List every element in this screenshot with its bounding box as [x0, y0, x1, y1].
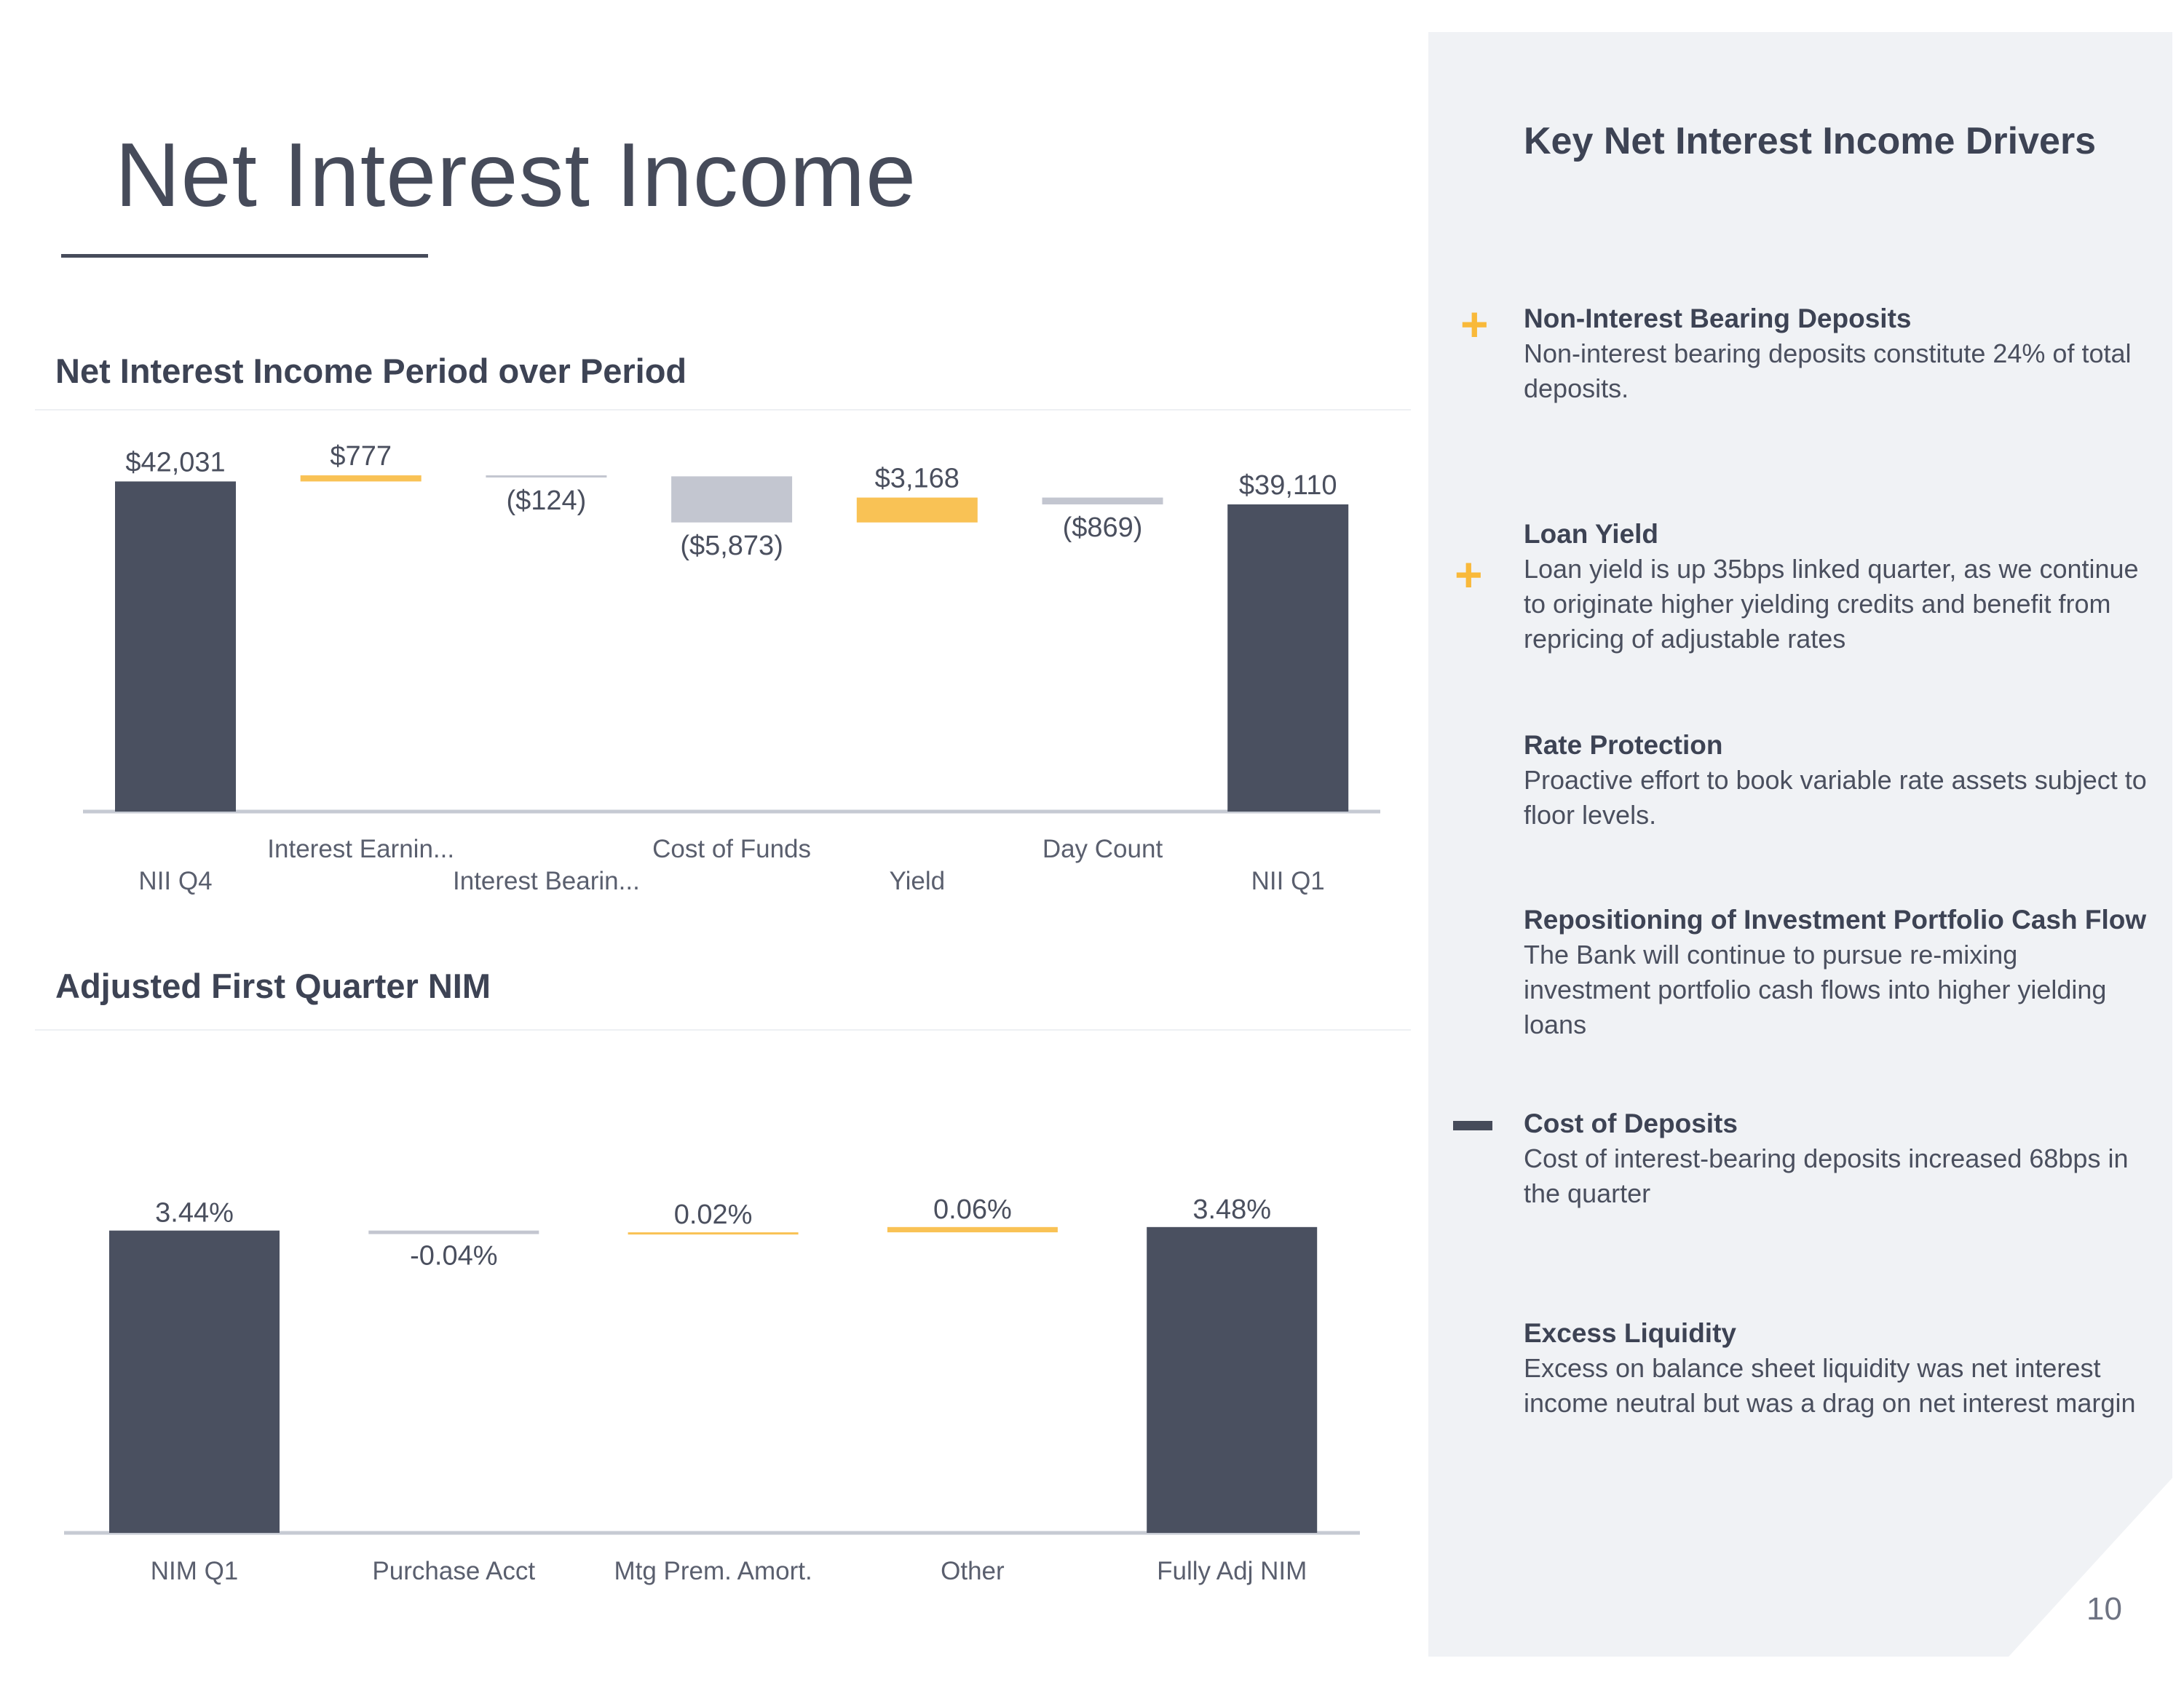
bar-nii-q4 [115, 481, 236, 812]
category-label: Cost of Funds [652, 835, 811, 863]
data-label: $777 [330, 441, 392, 472]
bar-nii-q1 [1227, 504, 1349, 812]
category-label: Other [941, 1557, 1005, 1585]
data-label: ($869) [1063, 512, 1143, 543]
nii-section-divider [35, 409, 1411, 411]
page-title: Net Interest Income [115, 125, 917, 226]
data-label: ($5,873) [680, 531, 783, 561]
driver-title: Rate Protection [1524, 730, 1723, 760]
minus-icon [1453, 1121, 1492, 1130]
drivers-panel [1428, 32, 2172, 1657]
driver-non-interest-deposits: Non-Interest Bearing Deposits Non-intere… [1524, 301, 2150, 406]
bar-day-count [1042, 497, 1163, 504]
category-label: Day Count [1042, 835, 1163, 863]
plus-icon: + [1460, 297, 1489, 351]
driver-text: Cost of interest-bearing deposits increa… [1524, 1143, 2129, 1208]
bar-interest-earnin [300, 475, 422, 482]
driver-text: Excess on balance sheet liquidity was ne… [1524, 1353, 2136, 1418]
driver-title: Cost of Deposits [1524, 1109, 1738, 1138]
driver-cost-of-deposits: Cost of Deposits Cost of interest-bearin… [1524, 1106, 2150, 1211]
category-label: Interest Earnin... [267, 835, 454, 863]
driver-rate-protection: Rate Protection Proactive effort to book… [1524, 728, 2150, 833]
bar-purchase-acct [368, 1230, 539, 1234]
data-label: 3.48% [1192, 1194, 1271, 1225]
drivers-panel-title: Key Net Interest Income Drivers [1524, 120, 2097, 162]
driver-loan-yield: Loan Yield Loan yield is up 35bps linked… [1524, 517, 2150, 657]
driver-title: Loan Yield [1524, 519, 1659, 549]
bar-mtg-prem-amort [628, 1232, 799, 1235]
driver-investment-repositioning: Repositioning of Investment Portfolio Ca… [1524, 903, 2150, 1042]
data-label: ($124) [506, 485, 586, 516]
driver-text: Proactive effort to book variable rate a… [1524, 765, 2147, 830]
data-label: $3,168 [875, 464, 960, 494]
title-underline [61, 254, 428, 258]
page-number: 10 [2086, 1591, 2122, 1627]
bar-fully-adj-nim [1147, 1226, 1318, 1533]
nim-chart-title: Adjusted First Quarter NIM [55, 967, 491, 1005]
data-label: 0.02% [674, 1200, 753, 1230]
bar-interest-bearin [486, 475, 607, 478]
driver-title: Non-Interest Bearing Deposits [1524, 304, 1912, 333]
category-label: Fully Adj NIM [1157, 1557, 1307, 1585]
driver-text: The Bank will continue to pursue re-mixi… [1524, 940, 2107, 1039]
category-label: Purchase Acct [372, 1557, 535, 1585]
category-label: NIM Q1 [151, 1557, 239, 1585]
nii-waterfall-chart: $42,031 NII Q4 $777 Interest Earnin... ($124… [83, 441, 1380, 895]
driver-excess-liquidity: Excess Liquidity Excess on balance sheet… [1524, 1316, 2150, 1421]
driver-title: Excess Liquidity [1524, 1318, 1736, 1348]
data-label: $39,110 [1239, 470, 1337, 501]
bar-other [887, 1226, 1058, 1233]
category-label: Yield [890, 867, 946, 895]
nim-section-divider [35, 1029, 1411, 1031]
nim-waterfall-chart: 3.44% NIM Q1 -0.04% Purchase Acct 0.02% Mtg P… [64, 1194, 1360, 1585]
category-label: NII Q1 [1251, 867, 1325, 895]
category-label: Interest Bearin... [453, 867, 640, 895]
data-label: 0.06% [933, 1194, 1012, 1225]
bar-yield [856, 497, 978, 523]
data-label: -0.04% [410, 1240, 497, 1271]
plus-icon: + [1455, 547, 1483, 601]
data-label: 3.44% [155, 1198, 234, 1229]
nii-chart-title: Net Interest Income Period over Period [55, 352, 687, 390]
data-label: $42,031 [125, 447, 225, 477]
driver-title: Repositioning of Investment Portfolio Ca… [1524, 905, 2147, 935]
category-label: NII Q4 [138, 867, 212, 895]
bar-nim-q1 [109, 1230, 280, 1533]
driver-text: Loan yield is up 35bps linked quarter, a… [1524, 554, 2139, 654]
bar-cost-of-funds [671, 476, 793, 523]
driver-text: Non-interest bearing deposits constitute… [1524, 338, 2132, 403]
category-label: Mtg Prem. Amort. [614, 1557, 812, 1585]
